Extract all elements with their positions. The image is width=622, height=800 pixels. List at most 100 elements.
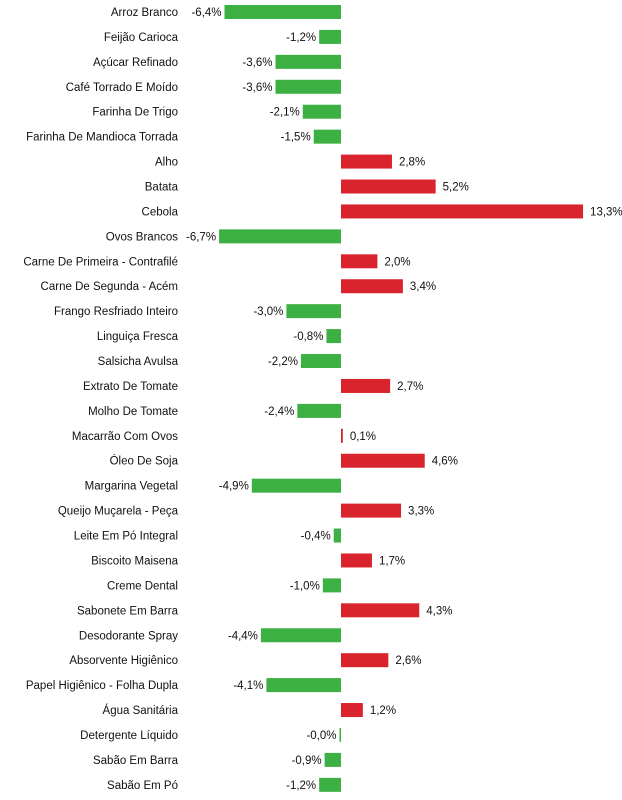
- bar: [275, 54, 341, 69]
- value-label: -0,4%: [301, 531, 331, 543]
- bar: [341, 428, 343, 443]
- category-label: Água Sanitária: [103, 704, 179, 717]
- category-label: Absorvente Higiênico: [69, 655, 178, 667]
- bar: [219, 229, 341, 244]
- bar: [341, 179, 436, 194]
- bar: [260, 628, 341, 643]
- bar: [341, 503, 402, 518]
- bar: [341, 453, 425, 468]
- bar: [286, 304, 341, 319]
- value-label: -0,9%: [292, 755, 322, 767]
- category-label: Carne De Primeira - Contrafilé: [23, 256, 178, 268]
- bar: [326, 329, 341, 344]
- value-label: 4,6%: [432, 456, 458, 468]
- value-label: 1,7%: [379, 555, 405, 567]
- value-label: -0,0%: [306, 730, 336, 742]
- category-label: Café Torrado E Moído: [66, 82, 178, 94]
- category-label: Extrato De Tomate: [83, 381, 178, 393]
- bar: [333, 528, 341, 543]
- category-label: Queijo Muçarela - Peça: [58, 506, 179, 518]
- category-label: Leite Em Pó Integral: [74, 531, 178, 543]
- category-label: Margarina Vegetal: [85, 481, 178, 493]
- bar: [300, 354, 341, 369]
- value-label: 3,4%: [410, 281, 436, 293]
- bar: [341, 603, 420, 618]
- category-label: Sabonete Em Barra: [77, 605, 179, 617]
- bar: [341, 703, 363, 718]
- category-label: Creme Dental: [107, 580, 178, 592]
- labels-layer: Arroz Branco -6,4% Feijão Carioca -1,2% Açúc…: [23, 7, 622, 792]
- value-label: 1,2%: [370, 705, 396, 717]
- category-label: Óleo De Soja: [110, 455, 179, 468]
- value-label: -3,6%: [242, 82, 272, 94]
- bar: [341, 553, 372, 568]
- category-label: Frango Resfriado Inteiro: [54, 306, 178, 318]
- value-label: -1,0%: [290, 580, 320, 592]
- value-label: 2,0%: [384, 256, 410, 268]
- bar: [266, 678, 341, 693]
- value-label: -6,4%: [191, 7, 221, 19]
- category-label: Batata: [145, 182, 179, 194]
- value-label: 0,1%: [350, 431, 376, 443]
- value-label: 5,2%: [443, 182, 469, 194]
- category-label: Feijão Carioca: [104, 32, 179, 44]
- category-label: Ovos Brancos: [106, 231, 178, 243]
- bar: [297, 403, 341, 418]
- category-label: Farinha De Trigo: [92, 107, 178, 119]
- category-label: Salsicha Avulsa: [98, 356, 179, 368]
- value-label: -2,4%: [264, 406, 294, 418]
- category-label: Molho De Tomate: [88, 406, 178, 418]
- value-label: 2,8%: [399, 157, 425, 169]
- bar: [324, 752, 341, 767]
- value-label: -2,2%: [268, 356, 298, 368]
- bar: [319, 777, 341, 792]
- bar: [224, 5, 341, 19]
- category-label: Açúcar Refinado: [93, 57, 178, 69]
- bars-layer: [219, 5, 584, 792]
- value-label: -4,1%: [233, 680, 263, 692]
- bar: [341, 653, 389, 668]
- category-label: Arroz Branco: [111, 7, 178, 19]
- value-label: -3,0%: [253, 306, 283, 318]
- bar: [251, 478, 341, 493]
- category-label: Sabão Em Barra: [93, 755, 179, 767]
- value-label: 2,6%: [395, 655, 421, 667]
- category-label: Papel Higiênico - Folha Dupla: [26, 680, 179, 692]
- category-label: Cebola: [142, 206, 179, 218]
- value-label: 3,3%: [408, 506, 434, 518]
- category-label: Detergente Líquido: [80, 730, 178, 742]
- value-label: -4,9%: [219, 481, 249, 493]
- value-label: -1,5%: [281, 132, 311, 144]
- category-label: Farinha De Mandioca Torrada: [26, 132, 179, 144]
- category-label: Sabão Em Pó: [107, 780, 178, 792]
- value-label: 2,7%: [397, 381, 423, 393]
- category-label: Alho: [155, 157, 178, 169]
- value-label: -1,2%: [286, 32, 316, 44]
- bar: [341, 154, 392, 169]
- value-label: -0,8%: [293, 331, 323, 343]
- value-label: 13,3%: [590, 206, 622, 218]
- bar: [341, 378, 391, 393]
- bar: [341, 204, 584, 219]
- bar: [322, 578, 341, 593]
- bar: [302, 104, 341, 119]
- bar: [275, 79, 341, 94]
- bar: [341, 279, 403, 294]
- value-label: -4,4%: [228, 630, 258, 642]
- bar: [319, 29, 341, 44]
- bar: [313, 129, 341, 144]
- value-label: -6,7%: [186, 231, 216, 243]
- category-label: Biscoito Maisena: [91, 555, 179, 567]
- category-label: Linguiça Fresca: [97, 331, 179, 343]
- bar: [341, 254, 378, 269]
- value-label: -2,1%: [270, 107, 300, 119]
- category-label: Carne De Segunda - Acém: [41, 281, 178, 293]
- category-label: Desodorante Spray: [79, 630, 178, 642]
- bar: [339, 727, 341, 742]
- value-label: -3,6%: [242, 57, 272, 69]
- category-label: Macarrão Com Ovos: [72, 431, 178, 443]
- value-label: 4,3%: [426, 605, 452, 617]
- value-label: -1,2%: [286, 780, 316, 792]
